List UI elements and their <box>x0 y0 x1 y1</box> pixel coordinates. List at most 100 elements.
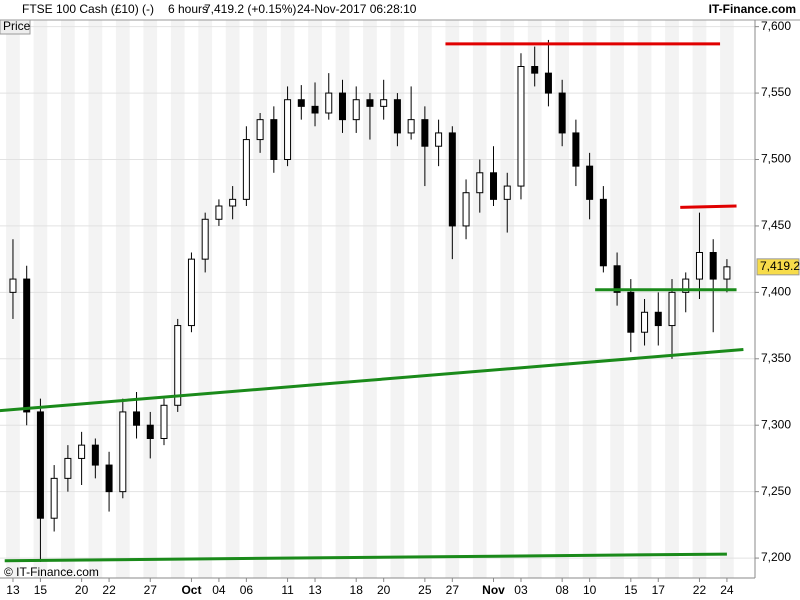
candle-body <box>709 252 717 280</box>
trend-line <box>4 552 727 563</box>
instrument: FTSE 100 Cash (£10) (-) <box>22 2 154 16</box>
brand: IT-Finance.com <box>709 2 796 16</box>
x-tick-label: 20 <box>75 583 89 597</box>
day-stripe <box>143 20 158 578</box>
candle-body <box>421 119 429 147</box>
interval: 6 hours <box>168 2 208 16</box>
day-stripe <box>582 20 597 578</box>
x-tick-label: 15 <box>624 583 638 597</box>
day-stripe <box>500 20 515 578</box>
plot-area <box>0 20 759 578</box>
candle-body <box>599 198 607 267</box>
candle-body <box>641 311 649 333</box>
candle-body <box>215 205 223 220</box>
candle-body <box>380 99 388 107</box>
day-stripe <box>225 20 240 578</box>
y-tick-label: 7,300 <box>761 417 791 431</box>
day-stripe <box>170 20 185 578</box>
y-tick-label: 7,450 <box>761 218 791 232</box>
day-stripe <box>472 20 487 578</box>
candle-body <box>668 291 676 327</box>
candle-body <box>270 119 278 161</box>
candle-body <box>146 424 154 440</box>
day-stripe <box>198 20 213 578</box>
x-tick-label: 24 <box>720 583 734 597</box>
candle-body <box>627 291 635 333</box>
copyright: © IT-Finance.com <box>4 565 99 579</box>
candle-body <box>490 172 498 200</box>
x-tick-label: 08 <box>555 583 569 597</box>
candle-body <box>503 185 511 200</box>
y-tick-label: 7,350 <box>761 351 791 365</box>
trend-line <box>680 204 737 209</box>
candle-body <box>78 444 86 459</box>
x-tick-label: 13 <box>308 583 322 597</box>
x-tick-label: 03 <box>514 583 528 597</box>
day-stripe <box>61 20 75 578</box>
candle-body <box>338 92 346 121</box>
day-stripe <box>253 20 267 578</box>
header-bar <box>0 0 800 20</box>
x-tick-label: 15 <box>34 583 48 597</box>
candle-body <box>133 411 141 426</box>
day-stripe <box>720 20 734 578</box>
candle-body <box>613 265 621 293</box>
candle-body <box>476 172 484 194</box>
x-tick-label: 06 <box>240 583 254 597</box>
candle-body <box>352 99 360 121</box>
candle-body <box>654 311 662 327</box>
candle-body <box>119 411 127 493</box>
x-tick-label: 22 <box>102 583 116 597</box>
candle-body <box>91 444 99 466</box>
candle-body <box>105 464 113 493</box>
day-stripe <box>445 20 460 578</box>
x-tick-label: Nov <box>482 583 505 597</box>
candle-body <box>23 278 31 413</box>
candle-body <box>297 99 305 107</box>
candle-body <box>284 99 292 160</box>
x-tick-label: Oct <box>181 583 201 597</box>
x-tick-label: 04 <box>212 583 226 597</box>
x-tick-label: 13 <box>6 583 20 597</box>
candle-body <box>407 119 415 134</box>
x-tick-label: 18 <box>350 583 364 597</box>
candle-body <box>187 258 195 327</box>
x-tick-label: 22 <box>693 583 707 597</box>
last-price-tag <box>756 258 800 276</box>
x-tick-label: 10 <box>583 583 597 597</box>
candle-body <box>366 99 374 107</box>
y-tick-label: 7,600 <box>761 19 791 33</box>
y-label-box <box>0 19 31 35</box>
candle-body <box>572 132 580 167</box>
x-tick-label: 27 <box>144 583 158 597</box>
x-tick-label: 25 <box>418 583 432 597</box>
candle-body <box>462 192 470 227</box>
candle-body <box>36 411 44 519</box>
candle-body <box>256 119 264 141</box>
day-stripe <box>527 20 542 578</box>
candle-body <box>9 278 17 293</box>
candle-body <box>393 99 401 134</box>
candle-body <box>201 218 209 260</box>
y-tick-label: 7,550 <box>761 85 791 99</box>
candle-body <box>174 325 182 406</box>
trend-line <box>0 347 744 413</box>
candle-body <box>160 404 168 439</box>
day-stripe <box>88 20 103 578</box>
candle-body <box>64 457 72 479</box>
candle-body <box>448 132 456 227</box>
candle-body <box>695 252 703 280</box>
x-tick-label: 11 <box>281 583 294 597</box>
x-tick-label: 17 <box>652 583 666 597</box>
candle-body <box>517 66 525 187</box>
candle-body <box>242 139 250 200</box>
candle-body <box>531 66 539 74</box>
x-tick-label: 27 <box>446 583 460 597</box>
y-tick-label: 7,400 <box>761 285 791 299</box>
candle-body <box>723 266 731 280</box>
timestamp: 24-Nov-2017 06:28:10 <box>297 2 417 16</box>
candle-body <box>558 92 566 134</box>
candle-body <box>435 132 443 147</box>
candle-body <box>682 278 690 293</box>
